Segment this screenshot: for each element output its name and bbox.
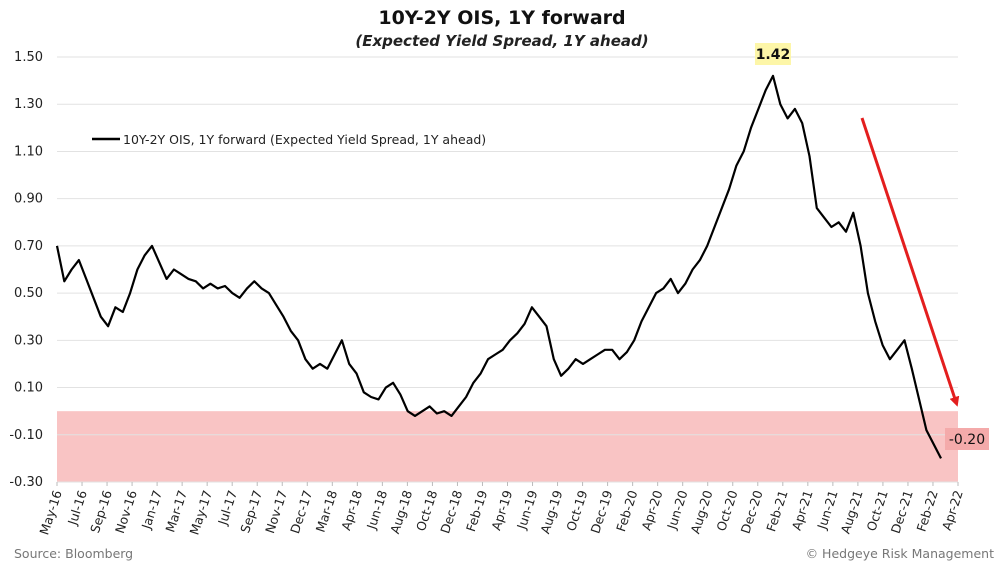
callout-last-box (945, 428, 989, 450)
x-tick-label: Dec-20 (738, 488, 766, 535)
footer-credit: © Hedgeye Risk Management (806, 546, 995, 561)
x-tick-label: Apr-18 (338, 488, 365, 532)
x-tick-label: Oct-18 (413, 488, 440, 533)
y-tick-label: 1.50 (14, 50, 43, 65)
callout-last-label: -0.20 (949, 432, 985, 448)
x-tick-label: Jun-21 (814, 488, 841, 532)
y-tick-label: 1.30 (14, 97, 43, 112)
legend-label: 10Y-2Y OIS, 1Y forward (Expected Yield S… (123, 132, 486, 147)
x-tick-label: May-16 (36, 488, 65, 536)
x-tick-label: Sep-16 (87, 488, 115, 535)
series-line-10y-2y-ois (55, 74, 942, 459)
x-tick-label: Jan-17 (138, 488, 165, 531)
y-tick-label: 0.10 (14, 381, 43, 396)
x-tick-label: Aug-18 (387, 488, 415, 535)
x-tick-label: Aug-21 (838, 488, 866, 535)
x-tick-label: Feb-20 (613, 488, 640, 533)
chart-title: 10Y-2Y OIS, 1Y forward (378, 7, 625, 29)
x-tick-label: Apr-19 (488, 488, 515, 532)
trend-arrow (860, 117, 960, 407)
callout-last: -0.20 (945, 428, 989, 450)
x-tick-label: Dec-19 (587, 488, 615, 535)
x-tick-label: Oct-20 (713, 488, 740, 533)
x-tick-label: Mar-18 (313, 488, 341, 534)
x-tick-label: Jun-20 (664, 488, 691, 532)
footer-source: Source: Bloomberg (14, 546, 133, 561)
negative-zone-shading (57, 411, 958, 482)
x-tick-label: Aug-19 (537, 488, 565, 535)
callout-peak: 1.42 (754, 43, 791, 65)
x-tick-label: Jul-16 (64, 488, 90, 527)
x-tick-label: Feb-21 (763, 488, 790, 533)
y-tick-label: 0.70 (14, 239, 43, 254)
callout-peak-label: 1.42 (756, 47, 791, 63)
x-tick-label: Feb-19 (463, 488, 490, 533)
x-tick-label: Sep-17 (237, 488, 265, 534)
x-tick-label: Dec-17 (287, 488, 315, 535)
y-tick-label: 0.30 (14, 333, 43, 348)
x-tick-label: Oct-19 (563, 488, 590, 533)
y-tick-label: -0.10 (9, 428, 43, 443)
x-tick-label: Feb-22 (913, 488, 940, 533)
y-tick-label: 1.10 (14, 144, 43, 159)
x-tick-label: Jul-17 (215, 488, 241, 527)
x-tick-label: Dec-18 (437, 488, 465, 535)
x-tick-label: Jun-19 (513, 488, 540, 532)
x-tick-label: Jun-18 (363, 488, 390, 532)
y-tick-label: -0.30 (9, 475, 43, 490)
x-tick-label: Apr-20 (639, 488, 666, 532)
x-tick-label: May-17 (187, 488, 215, 536)
x-tick-label: Nov-16 (112, 488, 140, 535)
x-tick-label: Apr-22 (939, 488, 966, 532)
x-tick-label: Dec-21 (888, 488, 916, 535)
x-tick-label: Mar-17 (162, 488, 190, 534)
x-tick-label: Apr-21 (789, 488, 816, 532)
chart-subtitle: (Expected Yield Spread, 1Y ahead) (355, 32, 648, 50)
y-tick-label: 0.90 (14, 192, 43, 207)
y-tick-label: 0.50 (14, 286, 43, 301)
x-tick-label: Aug-20 (687, 488, 715, 535)
x-tick-label: Oct-21 (864, 488, 891, 533)
y-axis-ticks: 1.50 1.30 1.10 0.90 0.70 0.50 0.30 0.10 -0.10 -0.… (9, 50, 43, 490)
callout-peak-box (754, 43, 791, 65)
x-axis-ticks: May-16 Jul-16Sep-16Nov-16Jan-17Mar-17May-… (36, 482, 966, 537)
x-tick-label: Nov-17 (262, 488, 290, 535)
legend: 10Y-2Y OIS, 1Y forward (Expected Yield S… (92, 132, 486, 147)
